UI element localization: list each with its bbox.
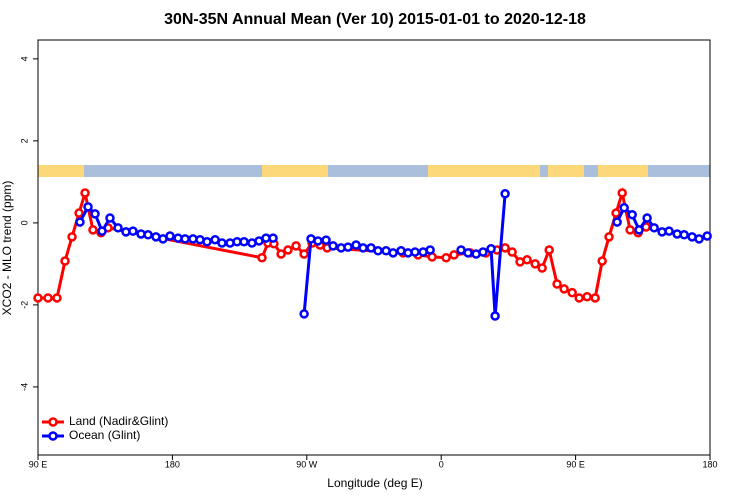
data-point <box>559 284 569 294</box>
data-point <box>60 256 70 266</box>
data-point <box>113 223 123 233</box>
data-point <box>544 245 554 255</box>
data-point <box>217 238 227 248</box>
data-point <box>43 293 53 303</box>
data-point <box>567 287 577 298</box>
data-point <box>490 311 500 321</box>
data-point <box>239 237 249 247</box>
data-point <box>507 247 517 257</box>
data-point <box>500 189 510 199</box>
data-point <box>90 209 100 219</box>
data-point <box>582 291 592 302</box>
data-point <box>500 243 510 253</box>
data-point <box>634 225 644 235</box>
data-point <box>321 235 331 245</box>
data-point <box>410 247 420 257</box>
data-point <box>268 233 278 243</box>
land-mask <box>38 165 710 177</box>
data-point <box>83 202 93 212</box>
data-point <box>180 234 190 244</box>
data-point <box>694 234 704 244</box>
data-point <box>291 241 301 251</box>
data-point <box>597 256 607 266</box>
data-point <box>299 309 309 319</box>
data-point <box>625 225 635 235</box>
data-point <box>128 226 138 236</box>
data-point <box>619 202 629 213</box>
data-point <box>276 249 286 259</box>
y-tick-label: -4 <box>19 383 29 391</box>
legend-marker <box>48 431 58 441</box>
data-point <box>75 217 85 227</box>
data-point <box>679 230 689 240</box>
chart-title: 30N-35N Annual Mean (Ver 10) 2015-01-01 … <box>164 11 586 28</box>
x-tick-label: 90 W <box>296 459 318 469</box>
data-point <box>449 250 459 260</box>
data-point <box>604 232 614 242</box>
data-point <box>52 293 62 303</box>
data-point <box>612 217 622 227</box>
data-point <box>441 253 451 263</box>
data-point <box>105 213 115 223</box>
data-point <box>486 243 496 254</box>
x-tick-label: 90 E <box>566 459 585 469</box>
data-point <box>522 255 532 265</box>
y-axis-label: XCO2 - MLO trend (ppm) <box>0 181 14 316</box>
data-point <box>478 247 488 257</box>
plot-frame <box>37 39 711 456</box>
land-band <box>38 165 84 177</box>
y-tick-label: 0 <box>19 220 29 225</box>
x-tick-label: 180 <box>702 459 717 469</box>
land-band <box>262 165 328 177</box>
data-point <box>463 248 473 258</box>
land-band <box>428 165 540 177</box>
x-tick-label: 90 E <box>29 459 48 469</box>
data-point <box>33 293 43 303</box>
data-point <box>590 293 600 303</box>
data-point <box>313 236 323 246</box>
data-point <box>627 209 637 220</box>
data-point <box>642 213 652 223</box>
data-point <box>664 226 674 236</box>
data-point <box>552 279 562 289</box>
x-tick-label: 180 <box>165 459 180 469</box>
data-point <box>537 263 547 273</box>
data-point <box>425 245 435 255</box>
x-axis-label: Longitude (deg E) <box>327 476 422 490</box>
y-tick-label: 2 <box>19 138 29 143</box>
data-point <box>649 223 659 233</box>
legend-label: Land (Nadir&Glint) <box>69 414 168 428</box>
data-point <box>574 293 584 303</box>
legend-label: Ocean (Glint) <box>69 428 140 442</box>
data-point <box>611 208 621 218</box>
data-point <box>617 188 627 198</box>
data-point <box>702 231 712 241</box>
y-tick-label: -2 <box>19 301 29 309</box>
data-point <box>67 232 77 242</box>
data-point <box>530 259 540 269</box>
data-point <box>165 231 175 241</box>
data-point <box>328 241 338 251</box>
data-point <box>283 245 293 255</box>
ocean-band <box>38 165 710 177</box>
land-band <box>598 165 648 177</box>
data-point <box>373 246 383 256</box>
data-point <box>299 249 309 259</box>
data-point <box>88 225 98 235</box>
data-point <box>143 230 153 240</box>
data-point <box>80 188 90 198</box>
data-point <box>343 242 353 252</box>
data-point <box>257 253 267 263</box>
data-point <box>358 243 368 253</box>
data-point <box>97 226 107 236</box>
data-point <box>202 237 212 247</box>
data-point <box>388 248 398 258</box>
land-band <box>548 165 584 177</box>
x-tick-label: 0 <box>439 459 444 469</box>
data-point <box>74 208 84 218</box>
legend-marker <box>48 417 58 427</box>
y-tick-label: 4 <box>19 56 29 61</box>
